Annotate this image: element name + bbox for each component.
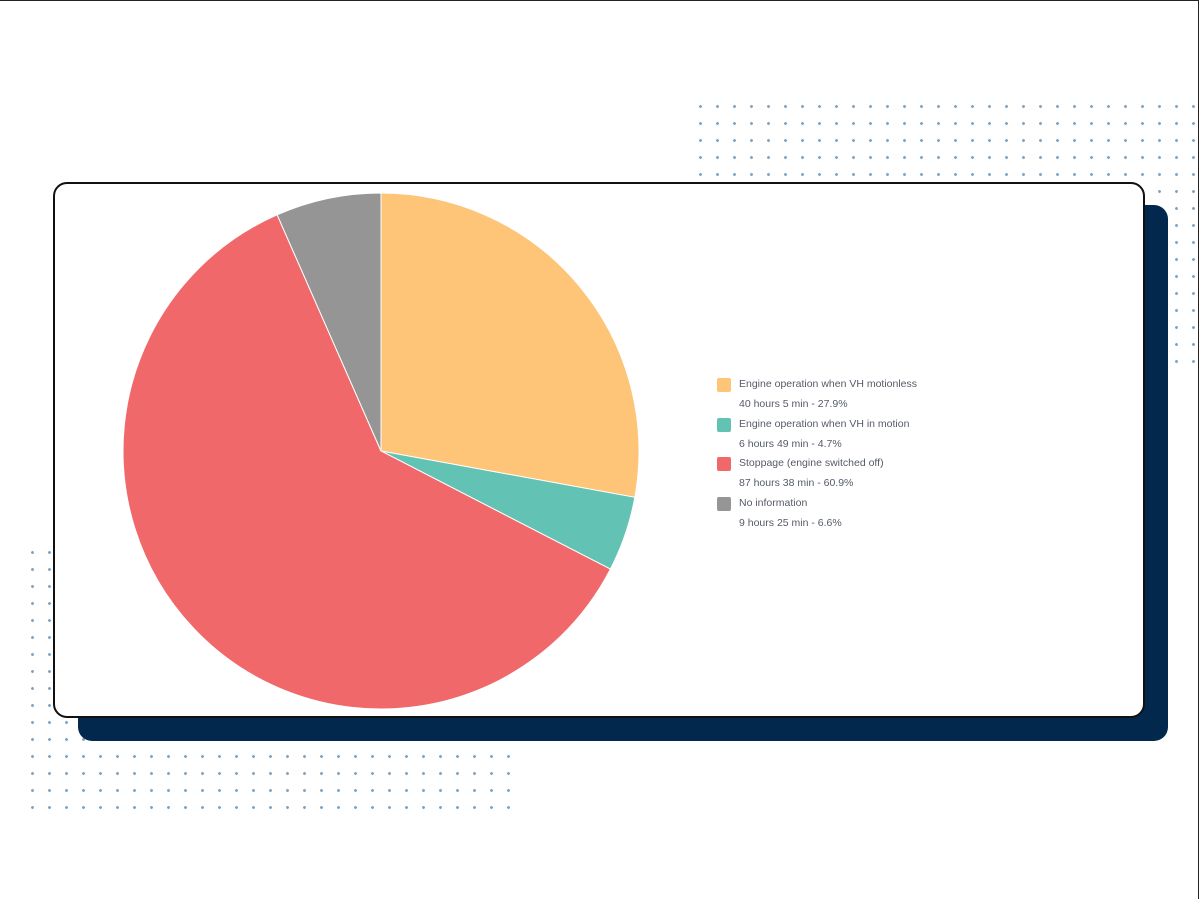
legend-detail: 9 hours 25 min - 6.6% [739, 516, 842, 529]
legend-swatch [717, 378, 731, 392]
legend-detail: 40 hours 5 min - 27.9% [739, 398, 848, 410]
legend-swatch [717, 417, 731, 432]
pie-slice-no-information [276, 192, 382, 452]
chart-card: Engine operation when VH motionless 40 h… [53, 182, 1145, 718]
legend-detail: 87 hours 38 min - 60.9% [739, 477, 854, 489]
legend-label: Engine operation when VH motionless [739, 378, 918, 390]
legend-label: Stoppage (engine switched off) [739, 457, 884, 469]
legend-label: Engine operation when VH in motion [739, 417, 910, 430]
legend-swatch [717, 457, 731, 471]
pie-slice-engine-motionless [380, 192, 640, 498]
pie-chart [122, 192, 640, 710]
legend-detail: 6 hours 49 min - 4.7% [739, 437, 842, 450]
legend-label: No information [739, 496, 808, 509]
pie-slice-stoppage [122, 214, 612, 710]
legend-swatch [717, 496, 731, 511]
